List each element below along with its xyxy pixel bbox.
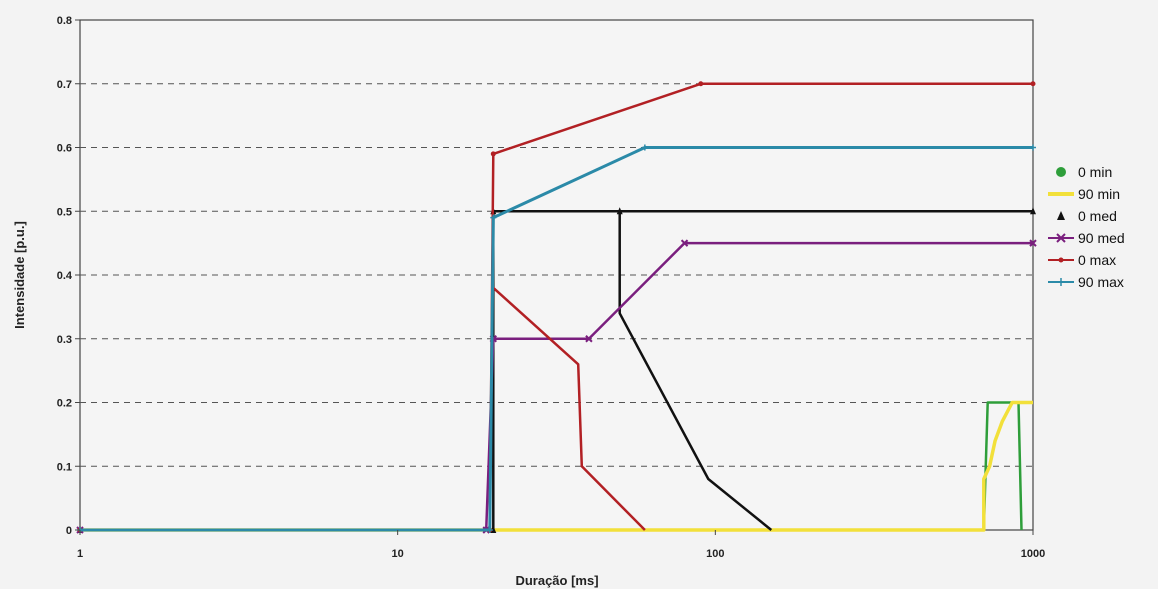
y-tick-label: 0.8 bbox=[57, 15, 72, 27]
series-line bbox=[80, 400, 1033, 532]
y-tick-label: 0 bbox=[66, 525, 72, 537]
legend-marker bbox=[1057, 211, 1065, 220]
series-point bbox=[486, 527, 493, 533]
x-tick-label: 1000 bbox=[1021, 548, 1045, 560]
series-point bbox=[616, 207, 623, 215]
x-tick-label: 10 bbox=[392, 548, 404, 560]
legend-marker bbox=[1057, 278, 1065, 286]
y-tick-label: 0.1 bbox=[57, 461, 72, 473]
y-tick-label: 0.2 bbox=[57, 398, 72, 410]
series-point bbox=[585, 335, 593, 343]
legend-item-90-min: 90 min bbox=[1048, 186, 1120, 202]
series-point bbox=[490, 151, 496, 157]
legend-marker bbox=[1056, 167, 1066, 177]
legend-item-0-min: 0 min bbox=[1056, 164, 1112, 180]
legend-label: 90 min bbox=[1078, 186, 1120, 202]
legend-item-90-med: 90 med bbox=[1048, 230, 1125, 246]
legend-label: 0 max bbox=[1078, 252, 1116, 268]
legend-label: 90 max bbox=[1078, 274, 1124, 290]
legend-item-0-max: 0 max bbox=[1048, 252, 1116, 268]
legend-item-0-med: 0 med bbox=[1057, 208, 1117, 224]
y-tick-label: 0.6 bbox=[57, 143, 72, 155]
series-line-drop bbox=[618, 211, 773, 531]
series-line-drop bbox=[492, 286, 646, 531]
series-90-min bbox=[80, 400, 1033, 532]
legend-item-90-max: 90 max bbox=[1048, 274, 1124, 290]
y-axis-ticks: 0 0.1 0.2 0.3 0.4 0.5 0.6 0.7 0.8 bbox=[57, 15, 80, 537]
series-point bbox=[1030, 207, 1036, 215]
legend-marker bbox=[1058, 257, 1064, 263]
y-tick-label: 0.3 bbox=[57, 334, 72, 346]
y-tick-label: 0.5 bbox=[57, 206, 72, 218]
series-point bbox=[1030, 144, 1036, 151]
legend-label: 0 min bbox=[1078, 164, 1112, 180]
x-tick-label: 100 bbox=[706, 548, 724, 560]
legend-marker bbox=[1056, 233, 1066, 243]
legend: 0 min 90 min 0 med 90 med 0 max 90 max bbox=[1048, 164, 1125, 290]
series-point bbox=[1029, 239, 1037, 247]
y-tick-label: 0.4 bbox=[57, 270, 73, 282]
series-point bbox=[680, 239, 689, 247]
series-point bbox=[1030, 81, 1036, 87]
x-tick-label: 1 bbox=[77, 548, 83, 560]
series-point bbox=[698, 81, 704, 87]
legend-label: 0 med bbox=[1078, 208, 1117, 224]
series-point bbox=[641, 144, 648, 151]
y-axis-title: Intensidade [p.u.] bbox=[12, 221, 27, 329]
legend-label: 90 med bbox=[1078, 230, 1125, 246]
y-tick-label: 0.7 bbox=[57, 79, 72, 91]
x-axis-title: Duração [ms] bbox=[515, 573, 598, 588]
x-axis-ticks: 1 10 100 1000 bbox=[77, 530, 1045, 560]
series-point bbox=[490, 214, 497, 221]
